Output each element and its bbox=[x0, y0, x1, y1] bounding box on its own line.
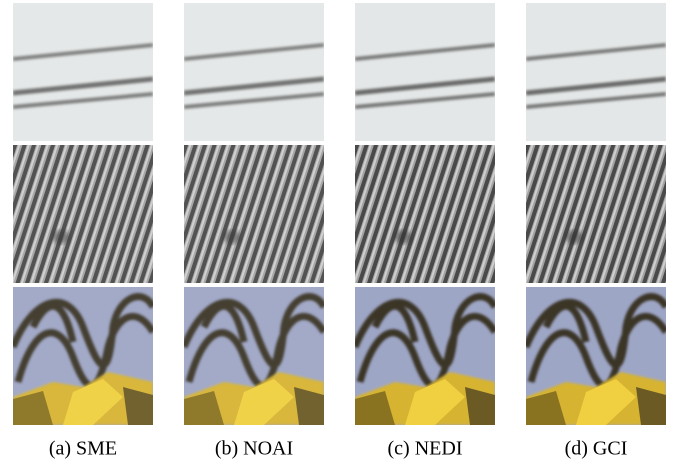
image-tile bbox=[355, 287, 495, 425]
image-tile bbox=[184, 287, 324, 425]
captions: (a) SME (b) NOAI (c) NEDI (d) GCI bbox=[49, 438, 628, 460]
image-tile bbox=[184, 3, 324, 141]
caption: (a) SME bbox=[49, 438, 117, 460]
image-tile bbox=[13, 145, 153, 283]
caption: (b) NOAI bbox=[215, 438, 293, 460]
figure: (a) SME (b) NOAI (c) NEDI (d) GCI bbox=[0, 0, 673, 466]
image-tile bbox=[13, 287, 153, 425]
image-tile bbox=[526, 3, 666, 141]
image-grid bbox=[13, 3, 666, 425]
image-tile bbox=[355, 145, 495, 283]
caption: (c) NEDI bbox=[388, 438, 463, 460]
image-tile bbox=[13, 3, 153, 141]
image-tile bbox=[526, 145, 666, 283]
image-tile bbox=[355, 3, 495, 141]
caption: (d) GCI bbox=[565, 438, 628, 460]
image-tile bbox=[526, 287, 666, 425]
image-tile bbox=[184, 145, 324, 283]
